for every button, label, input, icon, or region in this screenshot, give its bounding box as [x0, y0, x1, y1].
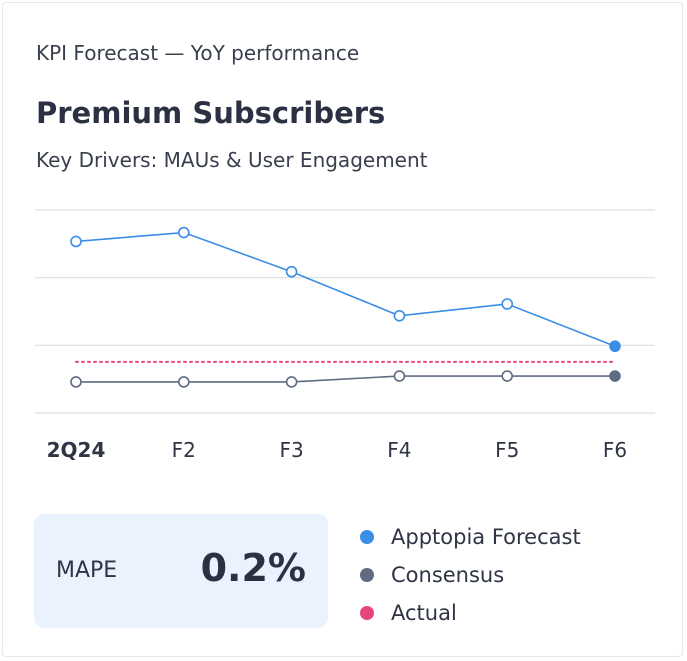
legend-dot-consensus [360, 568, 374, 582]
series-point-apptopia-forecast [393, 309, 406, 322]
legend-label-consensus: Consensus [391, 563, 505, 587]
series-line-consensus [76, 375, 615, 383]
series-point-consensus [501, 370, 514, 382]
series-point-consensus [393, 370, 406, 382]
legend-dot-forecast [360, 530, 374, 544]
legend: Apptopia Forecast Consensus Actual [360, 518, 581, 632]
series-point-apptopia-forecast [70, 235, 82, 248]
series-line-apptopia-forecast [75, 231, 616, 347]
series-point-consensus [609, 370, 621, 382]
x-tick-label: F2 [172, 438, 196, 462]
series-point-consensus [285, 376, 298, 388]
x-tick-label: F3 [279, 438, 303, 462]
legend-label-forecast: Apptopia Forecast [391, 525, 581, 549]
legend-label-actual: Actual [391, 601, 457, 625]
x-tick-label: F5 [495, 438, 519, 462]
card-subtitle: Key Drivers: MAUs & User Engagement [36, 148, 428, 172]
legend-item-actual: Actual [360, 594, 581, 632]
line-chart: 2Q24 F2 F3 F4 F5 F6 [35, 209, 655, 462]
series-point-apptopia-forecast [285, 265, 298, 278]
series-point-apptopia-forecast [609, 340, 621, 353]
series-point-consensus [178, 376, 190, 388]
mape-label: MAPE [56, 558, 118, 583]
card-kicker: KPI Forecast — YoY performance [36, 41, 360, 65]
series-point-apptopia-forecast [178, 226, 190, 239]
mape-box: MAPE 0.2% [34, 514, 328, 628]
series-point-consensus [70, 376, 82, 388]
series-point-apptopia-forecast [501, 298, 514, 310]
x-tick-label: F6 [603, 438, 627, 462]
card-title: Premium Subscribers [36, 96, 386, 130]
x-tick-label: F4 [387, 438, 411, 462]
legend-item-consensus: Consensus [360, 556, 581, 594]
legend-item-forecast: Apptopia Forecast [360, 518, 581, 556]
legend-dot-actual [360, 606, 374, 620]
x-tick-label: 2Q24 [47, 438, 106, 462]
mape-value: 0.2% [200, 546, 306, 590]
